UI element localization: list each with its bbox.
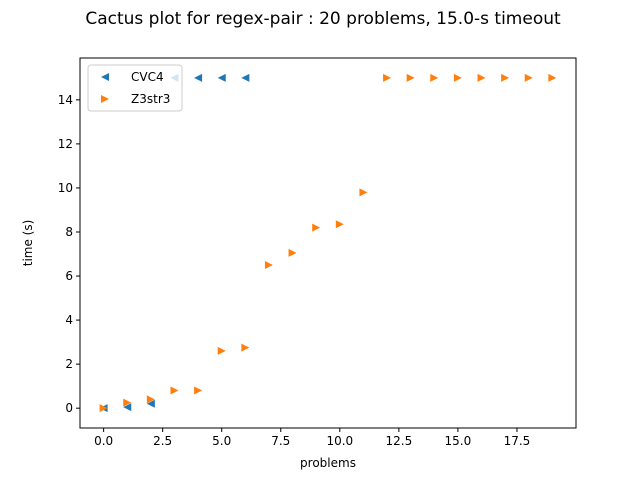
data-point: [430, 73, 439, 82]
x-tick-label: 5.0: [212, 434, 231, 448]
y-tick-label: 0: [65, 401, 73, 415]
legend-box: [87, 64, 183, 112]
x-tick-label: 17.5: [504, 434, 531, 448]
y-tick-label: 14: [58, 93, 73, 107]
y-tick-label: 8: [65, 225, 73, 239]
legend-label: Z3str3: [131, 92, 170, 106]
x-axis-label: problems: [300, 456, 356, 470]
y-tick-label: 12: [58, 137, 73, 151]
data-point: [477, 73, 486, 82]
series-cvc4: [99, 73, 250, 413]
x-tick-label: 0.0: [94, 434, 113, 448]
data-point: [524, 73, 533, 82]
series-z3str3: [99, 73, 557, 413]
data-point: [383, 73, 392, 82]
data-point: [170, 386, 179, 395]
x-tick-label: 12.5: [385, 434, 412, 448]
data-point: [264, 261, 273, 270]
data-point: [453, 73, 462, 82]
y-axis-label: time (s): [21, 220, 35, 267]
y-tick-label: 2: [65, 357, 73, 371]
data-point: [217, 346, 226, 355]
data-point: [548, 73, 557, 82]
data-point: [288, 248, 297, 257]
data-point: [194, 73, 203, 82]
x-axis: 0.0 2.5 5.0 7.5 10.0 12.5 15.0 17.5: [94, 428, 530, 448]
x-tick-label: 10.0: [326, 434, 353, 448]
y-axis: 0 2 4 6 8 10 12 14: [58, 93, 80, 415]
data-point: [501, 73, 510, 82]
data-point: [123, 403, 132, 412]
data-point: [123, 398, 132, 407]
data-point: [359, 188, 368, 197]
legend-marker: [101, 73, 109, 81]
data-point: [241, 73, 250, 82]
x-tick-label: 15.0: [445, 434, 472, 448]
data-point: [146, 395, 155, 404]
chart-title: Cactus plot for regex-pair : 20 problems…: [85, 9, 561, 29]
legend-marker: [101, 95, 109, 103]
data-point: [146, 399, 155, 408]
x-tick-label: 2.5: [153, 434, 172, 448]
legend-label: CVC4: [131, 70, 164, 84]
plot-frame: [79, 57, 577, 429]
y-tick-label: 10: [58, 181, 73, 195]
data-point: [99, 404, 108, 413]
data-point: [335, 220, 344, 229]
legend: CVC4 Z3str3: [87, 64, 183, 112]
y-tick-label: 4: [65, 313, 73, 327]
plot-area: [99, 73, 557, 413]
data-point: [406, 73, 415, 82]
data-point: [312, 223, 321, 232]
data-point: [241, 343, 250, 352]
data-point: [194, 386, 203, 395]
x-tick-label: 7.5: [271, 434, 290, 448]
y-tick-label: 6: [65, 269, 73, 283]
data-point: [217, 73, 226, 82]
